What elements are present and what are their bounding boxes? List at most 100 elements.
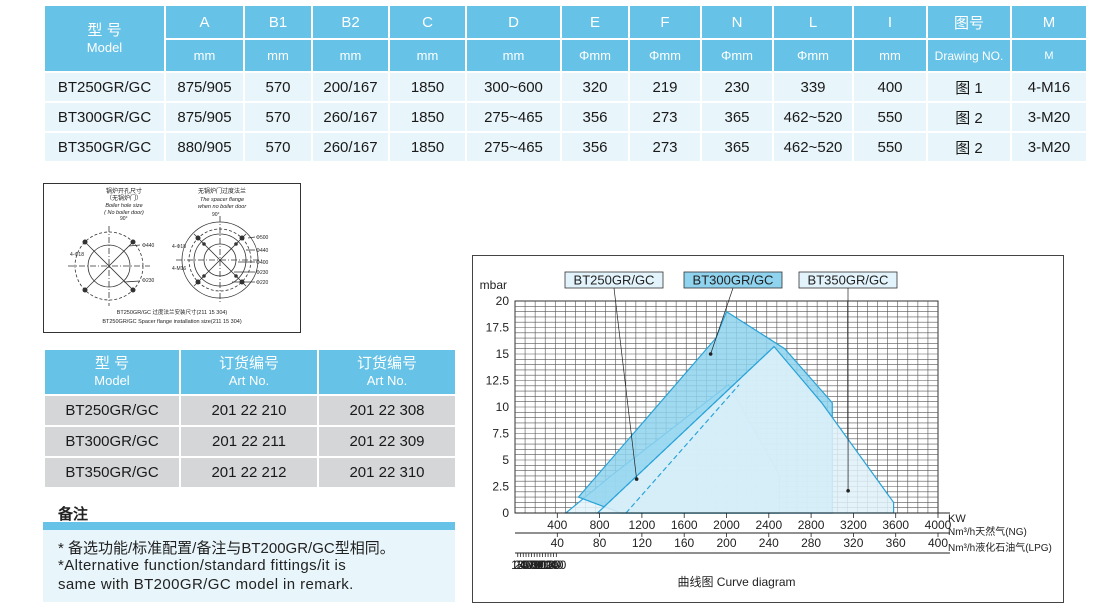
lpg-tick-label: 60	[525, 558, 539, 572]
y-tick-label: 0	[502, 506, 509, 520]
remark-line-1: * 备选功能/标准配置/备注与BT200GR/GC型相同。	[58, 540, 395, 557]
mounting-drawing-svg: 锅炉开孔尺寸 （无锅炉门） Boiler hole size ( No boil…	[68, 187, 269, 325]
legend-label: BT250GR/GC	[574, 273, 655, 288]
header-i: I	[854, 6, 926, 38]
kw-tick-label: 800	[590, 518, 610, 532]
cell: 275~465	[467, 133, 560, 161]
cell: 550	[854, 103, 926, 131]
cell: 365	[702, 133, 772, 161]
cell: 201 22 308	[319, 396, 455, 425]
cell: 219	[630, 73, 700, 101]
right-sub-en: when no boiler door	[198, 204, 247, 210]
lpg-tick-label: 150	[546, 558, 566, 572]
order-header-row: 型 号 Model 订货编号 Art No. 订货编号 Art No.	[45, 350, 455, 394]
order-artno-en: Art No.	[366, 373, 408, 388]
unit-e: Φmm	[562, 40, 628, 71]
right-bolt-holes	[195, 235, 245, 285]
ng-tick-label: 40	[551, 536, 565, 550]
cell: 260/167	[313, 103, 388, 131]
header-d: D	[467, 6, 560, 38]
unit-a: mm	[166, 40, 243, 71]
lpg-tick-label: 100	[533, 558, 553, 572]
order-artno-cn: 订货编号	[218, 355, 279, 372]
order-artno-header-2: 订货编号 Art No.	[319, 350, 455, 394]
lpg-tick-label: 130	[541, 558, 561, 572]
cell: 201 22 310	[319, 458, 455, 487]
header-b2: B2	[313, 6, 388, 38]
curve-chart-svg: BT250GR/GC BT300GR/GC BT350GR/GC 0 2.5 5 7.5 10…	[480, 271, 1052, 589]
caption-en: BT250GR/GC Spacer flange installation si…	[102, 319, 241, 325]
kw-tick-label: 1200	[629, 518, 656, 532]
right-bolt-2: 4-M16	[172, 266, 186, 272]
legend-leader	[710, 287, 734, 355]
header-e: E	[562, 6, 628, 38]
kw-tick-label: 3200	[840, 518, 867, 532]
chart-title: 曲线图 Curve diagram	[677, 575, 795, 589]
cell: 300~600	[467, 73, 560, 101]
header-f: F	[630, 6, 700, 38]
cell: 570	[245, 133, 311, 161]
ng-unit-label: Nm³/h天然气(NG)	[948, 525, 1027, 538]
y-tick-label: 7.5	[492, 427, 509, 441]
unit-b2: mm	[313, 40, 388, 71]
legend-leader	[613, 287, 637, 480]
cell: 260/167	[313, 133, 388, 161]
spec-table: 型 号 Model A B1 B2 C D E F N L I 图号 M mm …	[43, 4, 1088, 163]
cell: 200/167	[313, 73, 388, 101]
header-n: N	[702, 6, 772, 38]
unit-n: Φmm	[702, 40, 772, 71]
lpg-tick-label: 80	[530, 558, 544, 572]
header-a: A	[166, 6, 243, 38]
series-dashed-line	[597, 346, 775, 514]
cell: 1850	[390, 73, 465, 101]
unit-c: mm	[390, 40, 465, 71]
kw-tick-label: 3600	[882, 518, 909, 532]
left-dim-440: Φ440	[142, 243, 155, 249]
y-tick-label: 15	[496, 347, 510, 361]
y-tick-label: 20	[496, 294, 510, 308]
left-sub-cn: （无锅炉门）	[106, 194, 142, 202]
ng-tick-label: 200	[716, 536, 736, 550]
y-tick-label: 17.5	[486, 321, 510, 335]
cell: 230	[702, 73, 772, 101]
cell: 365	[702, 103, 772, 131]
kw-tick-label: 2000	[713, 518, 740, 532]
unit-i: mm	[854, 40, 926, 71]
table-row: BT350GR/GC 201 22 212 201 22 310	[45, 458, 455, 487]
left-title-en: Boiler hole size	[105, 203, 142, 209]
legend-marker	[708, 352, 713, 356]
ng-tick-label: 160	[674, 536, 694, 550]
left-sub-en: ( No boiler door)	[104, 210, 144, 216]
y-tick-label: 2.5	[492, 480, 509, 494]
cell: 400	[854, 73, 926, 101]
cell: 1850	[390, 133, 465, 161]
right-title-cn: 无锅炉门过度法兰	[198, 187, 246, 195]
right-dim-220: Φ220	[256, 280, 269, 286]
remark-divider	[43, 522, 455, 530]
right-angle: 90°	[212, 212, 220, 218]
cell: BT300GR/GC	[45, 103, 164, 131]
cell: 880/905	[166, 133, 243, 161]
lpg-tick-label: 40	[519, 558, 533, 572]
legend-marker	[634, 477, 639, 481]
cell: BT350GR/GC	[45, 458, 179, 487]
legend-marker	[846, 488, 850, 493]
ng-tick-label: 400	[928, 536, 948, 550]
y-tick-label: 5	[502, 453, 509, 467]
cell: BT300GR/GC	[45, 427, 179, 456]
remark-line-2: *Alternative function/standard fittings/…	[58, 557, 347, 574]
cell: 356	[562, 133, 628, 161]
cell: 356	[562, 103, 628, 131]
header-l: L	[774, 6, 852, 38]
table-row: BT300GR/GC 201 22 211 201 22 309	[45, 427, 455, 456]
cell: 570	[245, 73, 311, 101]
header-m: M	[1012, 6, 1086, 38]
cell: 550	[854, 133, 926, 161]
legend-label: BT300GR/GC	[693, 273, 774, 288]
ng-tick-label: 360	[886, 536, 906, 550]
mounting-drawing: 锅炉开孔尺寸 （无锅炉门） Boiler hole size ( No boil…	[43, 183, 301, 333]
model-header-cn: 型 号	[87, 21, 122, 39]
cell: 图 2	[928, 103, 1010, 131]
left-bolt-holes	[82, 239, 136, 293]
remark-line-3: same with BT200GR/GC model in remark.	[58, 576, 354, 593]
